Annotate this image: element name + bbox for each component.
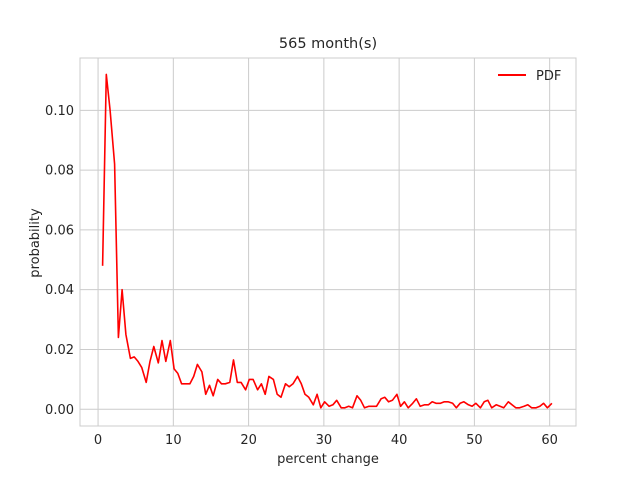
y-tick-label: 0.04 — [45, 283, 74, 298]
y-tick-label: 0.02 — [45, 343, 74, 358]
legend: PDF — [498, 69, 561, 84]
plot-area-frame — [79, 57, 577, 427]
legend-label-pdf: PDF — [536, 69, 561, 84]
x-tick-label: 40 — [391, 433, 408, 448]
x-tick-label: 20 — [240, 433, 257, 448]
series-line-pdf — [101, 73, 553, 409]
y-tick-label: 0.10 — [45, 104, 74, 119]
y-tick-label: 0.00 — [45, 403, 74, 418]
y-tick-label: 0.08 — [45, 164, 74, 179]
x-tick-label: 50 — [466, 433, 483, 448]
chart-title: 565 month(s) — [279, 36, 377, 52]
grid — [80, 58, 576, 426]
x-tick-label: 10 — [165, 433, 182, 448]
x-axis-label: percent change — [277, 452, 379, 467]
y-tick-label: 0.06 — [45, 223, 74, 238]
x-tick-label: 30 — [316, 433, 333, 448]
y-axis-label: probability — [28, 208, 43, 278]
tick-labels: 0 10 20 30 40 50 60 0.00 0.02 0.04 0.06 0.08 0.10 — [45, 104, 558, 448]
x-tick-label: 60 — [541, 433, 558, 448]
series-layer — [101, 73, 553, 409]
x-tick-label: 0 — [94, 433, 102, 448]
